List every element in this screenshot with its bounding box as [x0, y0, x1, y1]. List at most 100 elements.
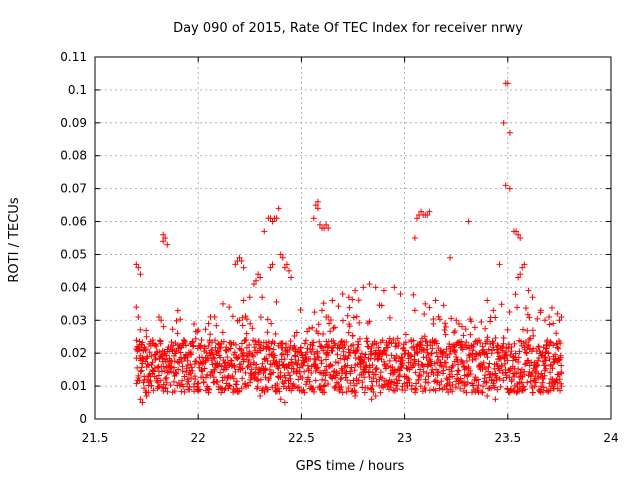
background-point — [432, 337, 439, 344]
background-point — [399, 357, 406, 364]
background-point — [421, 333, 428, 340]
data-point — [135, 264, 142, 271]
data-point — [339, 290, 346, 297]
background-point — [489, 371, 496, 378]
background-point — [553, 330, 560, 337]
background-point — [449, 362, 456, 369]
background-point — [286, 372, 293, 379]
data-point — [447, 254, 454, 261]
background-point — [246, 341, 253, 348]
data-point — [269, 218, 276, 225]
data-point — [413, 215, 420, 222]
background-point — [520, 383, 527, 390]
background-point — [206, 386, 213, 393]
background-point — [521, 370, 528, 377]
background-point — [549, 365, 556, 372]
x-tick-label: 22.5 — [288, 431, 315, 445]
background-point — [233, 381, 240, 388]
background-point — [538, 370, 545, 377]
background-point — [328, 362, 335, 369]
background-point — [518, 373, 525, 380]
background-point — [497, 383, 504, 390]
background-point — [338, 383, 345, 390]
background-point — [429, 345, 436, 352]
background-point — [338, 375, 345, 382]
background-point — [365, 343, 372, 350]
background-point — [295, 348, 302, 355]
background-point — [557, 352, 564, 359]
background-point — [360, 358, 367, 365]
background-point — [166, 348, 173, 355]
background-point — [534, 315, 541, 322]
background-point — [532, 379, 539, 386]
background-point — [207, 368, 214, 375]
background-point — [345, 384, 352, 391]
background-point — [463, 339, 470, 346]
background-point — [311, 361, 318, 368]
background-point — [464, 379, 471, 386]
background-point — [446, 341, 453, 348]
data-point — [325, 225, 332, 232]
background-point — [260, 344, 267, 351]
background-point — [164, 388, 171, 395]
background-point — [344, 355, 351, 362]
background-point — [529, 327, 536, 334]
background-point — [226, 382, 233, 389]
background-point — [215, 348, 222, 355]
background-point — [160, 363, 167, 370]
background-point — [521, 386, 528, 393]
background-point — [533, 363, 540, 370]
background-point — [345, 329, 352, 336]
background-point — [526, 314, 533, 321]
background-point — [257, 347, 264, 354]
data-point — [255, 271, 262, 278]
background-point — [435, 313, 442, 320]
background-point — [354, 361, 361, 368]
data-point — [316, 221, 323, 228]
x-tick-label: 23 — [397, 431, 412, 445]
background-point — [405, 376, 412, 383]
background-point — [315, 321, 322, 328]
background-point — [364, 384, 371, 391]
background-point — [320, 347, 327, 354]
background-point — [436, 381, 443, 388]
background-point — [364, 338, 371, 345]
background-point — [402, 387, 409, 394]
background-point — [276, 388, 283, 395]
background-point — [192, 335, 199, 342]
background-point — [181, 337, 188, 344]
background-point — [391, 379, 398, 386]
data-point — [329, 297, 336, 304]
background-point — [395, 339, 402, 346]
background-point — [457, 385, 464, 392]
background-point — [133, 337, 140, 344]
background-point — [344, 312, 351, 319]
background-point — [205, 342, 212, 349]
background-point — [346, 304, 353, 311]
background-point — [270, 369, 277, 376]
background-point — [347, 349, 354, 356]
background-point — [460, 332, 467, 339]
data-point — [219, 300, 226, 307]
background-point — [327, 316, 334, 323]
background-point — [532, 373, 539, 380]
data-point — [465, 218, 472, 225]
background-point — [207, 331, 214, 338]
background-point — [325, 352, 332, 359]
background-point — [191, 320, 198, 327]
background-point — [290, 368, 297, 375]
data-point — [500, 119, 507, 126]
background-point — [335, 303, 342, 310]
background-point — [353, 313, 360, 320]
background-point — [375, 355, 382, 362]
background-point — [479, 383, 486, 390]
background-point — [515, 354, 522, 361]
background-point — [458, 338, 465, 345]
background-point — [539, 352, 546, 359]
background-point — [145, 389, 152, 396]
background-point — [535, 343, 542, 350]
background-point — [160, 381, 167, 388]
data-point — [380, 287, 387, 294]
data-point — [250, 281, 257, 288]
background-point — [312, 356, 319, 363]
